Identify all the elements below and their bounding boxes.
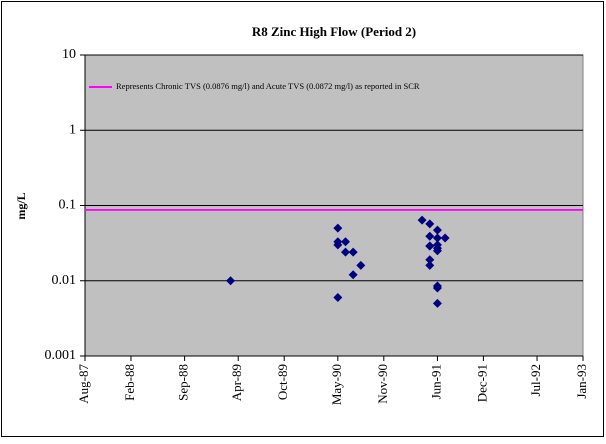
- y-tick-label: 0.01: [52, 273, 77, 288]
- data-point: [348, 247, 358, 257]
- x-tick-label: Jul-92: [528, 364, 543, 397]
- data-point: [340, 247, 350, 257]
- data-point: [425, 260, 435, 270]
- data-point: [348, 270, 358, 280]
- x-tick-label: Oct-89: [275, 364, 290, 400]
- data-point: [432, 240, 442, 250]
- x-tick-label: Sep-88: [176, 364, 191, 401]
- y-tick-label: 0.1: [59, 198, 77, 213]
- data-point: [356, 260, 366, 270]
- x-tick-label: Nov-90: [375, 364, 390, 404]
- data-point: [333, 223, 343, 233]
- data-point: [333, 292, 343, 302]
- data-point: [432, 246, 442, 256]
- data-point: [226, 276, 236, 286]
- data-point: [425, 219, 435, 229]
- x-tick-label: Jan-93: [574, 364, 589, 399]
- y-tick-label: 0.001: [45, 348, 77, 363]
- y-tick-label: 10: [62, 47, 76, 62]
- x-tick-label: Jun-91: [428, 364, 443, 399]
- data-point: [432, 233, 442, 243]
- x-tick-label: Dec-91: [474, 364, 489, 402]
- x-tick-label: Apr-89: [229, 364, 244, 401]
- data-point: [432, 225, 442, 235]
- y-tick-label: 1: [69, 122, 76, 137]
- data-point: [417, 215, 427, 225]
- legend-label: Represents Chronic TVS (0.0876 mg/l) and…: [116, 81, 420, 91]
- data-point: [432, 281, 442, 291]
- x-tick-label: May-90: [329, 364, 344, 405]
- data-point: [333, 240, 343, 250]
- data-point: [425, 231, 435, 241]
- x-tick-label: Aug-87: [76, 364, 91, 404]
- chart-title: R8 Zinc High Flow (Period 2): [252, 24, 416, 39]
- data-point: [425, 241, 435, 251]
- data-point: [440, 233, 450, 243]
- y-axis-label: mg/L: [14, 192, 28, 219]
- x-tick-label: Feb-88: [122, 364, 137, 401]
- data-point: [432, 298, 442, 308]
- data-point: [425, 255, 435, 265]
- data-point: [340, 237, 350, 247]
